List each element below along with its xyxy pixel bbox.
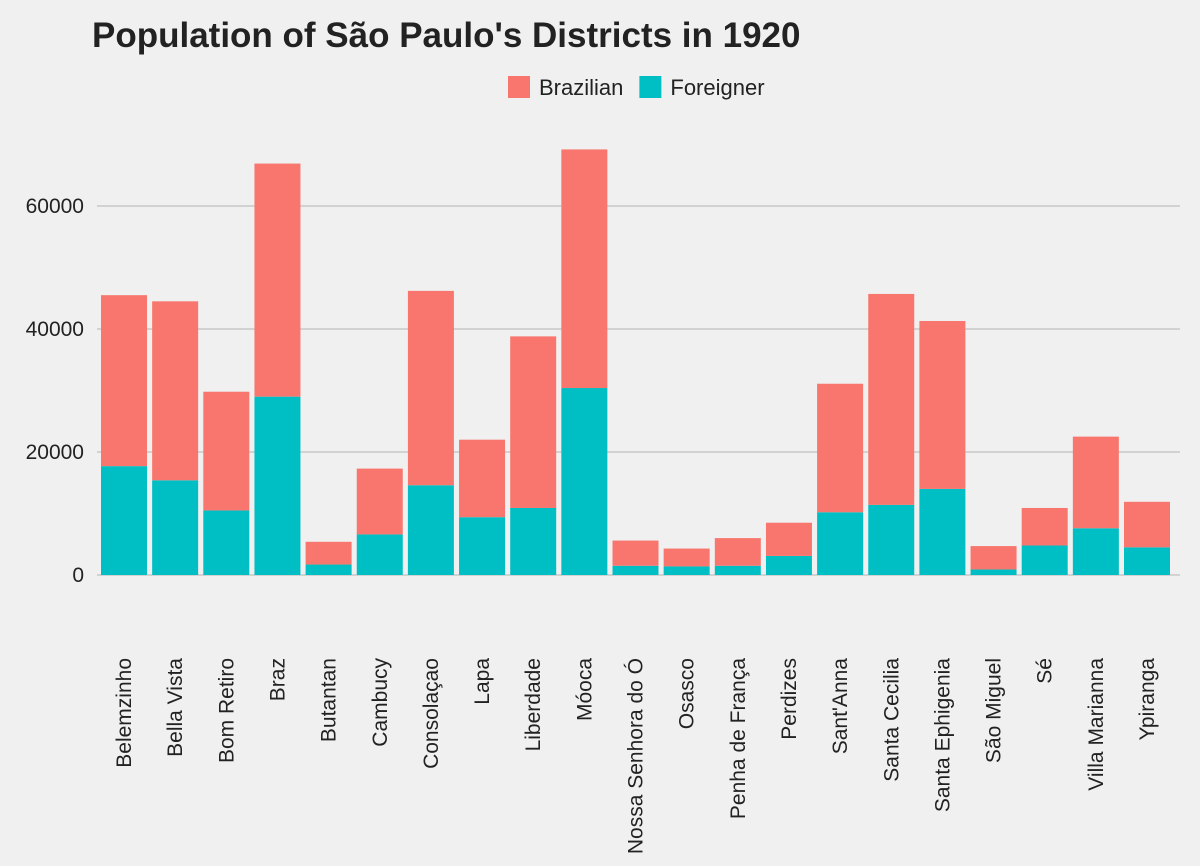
- bar-foreigner: [612, 565, 659, 575]
- x-category-label: Santa Ephigenia: [931, 658, 954, 812]
- bar-foreigner: [459, 517, 506, 575]
- legend-swatch-brazilian: [508, 76, 530, 98]
- bar-foreigner: [817, 512, 864, 575]
- y-tick-label: 20000: [26, 441, 84, 464]
- bar-foreigner: [663, 566, 710, 575]
- bar-brazilian: [1124, 501, 1170, 548]
- bar-brazilian: [101, 295, 147, 467]
- bar-brazilian: [1021, 507, 1068, 546]
- bar-foreigner: [714, 565, 761, 575]
- bar-brazilian: [765, 522, 812, 556]
- bar-brazilian: [510, 336, 557, 508]
- bar-brazilian: [356, 468, 403, 535]
- y-tick-label: 40000: [26, 318, 84, 341]
- legend-label-foreigner: Foreigner: [670, 75, 764, 100]
- bar-foreigner: [152, 480, 199, 575]
- y-tick-label: 0: [72, 564, 84, 587]
- bar-foreigner: [1124, 547, 1170, 575]
- x-category-label: Osasco: [676, 658, 699, 729]
- bar-brazilian: [714, 538, 761, 566]
- x-category-label: Ypiranga: [1136, 658, 1159, 741]
- x-category-label: São Miguel: [983, 658, 1006, 763]
- bar-foreigner: [1072, 528, 1119, 575]
- x-category-label: Santa Cecilia: [880, 658, 903, 782]
- legend: Brazilian Foreigner: [508, 75, 765, 100]
- x-category-label: Belemzinho: [113, 658, 136, 768]
- x-category-label: Cambucy: [369, 658, 392, 747]
- bars: [101, 149, 1170, 575]
- x-category-label: Bella Vista: [164, 658, 187, 757]
- x-category-label: Liberdade: [522, 658, 545, 751]
- x-category-label: Nossa Senhora do Ó: [625, 658, 648, 854]
- x-category-label: Butantan: [318, 658, 341, 742]
- x-category-label: Móoca: [573, 658, 596, 721]
- x-axis-labels: Belemzinho Bella Vista Bom Retiro Braz Butan…: [113, 658, 1159, 855]
- bar-brazilian: [919, 321, 966, 489]
- x-category-label: Braz: [266, 658, 289, 701]
- bar-foreigner: [407, 485, 454, 575]
- y-tick-label: 60000: [26, 195, 84, 218]
- bar-foreigner: [561, 388, 608, 575]
- x-category-label: Villa Marianna: [1085, 658, 1108, 791]
- bar-brazilian: [970, 546, 1017, 570]
- x-category-label: Sant'Anna: [829, 658, 852, 755]
- bar-brazilian: [663, 548, 710, 567]
- x-category-label: Perdizes: [778, 658, 801, 740]
- chart-title: Population of São Paulo's Districts in 1…: [92, 16, 800, 55]
- bar-foreigner: [510, 507, 557, 575]
- bar-brazilian: [305, 541, 352, 565]
- x-category-label: Consolaçao: [420, 658, 443, 769]
- y-axis-ticks: 0 20000 40000 60000: [26, 195, 84, 587]
- bar-brazilian: [612, 540, 659, 566]
- bar-brazilian: [561, 149, 608, 389]
- bar-brazilian: [868, 293, 915, 505]
- x-category-label: Lapa: [471, 658, 494, 705]
- bar-brazilian: [407, 290, 454, 486]
- bar-foreigner: [765, 555, 812, 575]
- bar-brazilian: [459, 439, 506, 518]
- x-category-label: Sé: [1034, 658, 1057, 684]
- bar-brazilian: [203, 391, 250, 511]
- legend-label-brazilian: Brazilian: [539, 75, 623, 100]
- bar-brazilian: [817, 383, 864, 513]
- x-category-label: Penha de França: [727, 658, 750, 819]
- bar-brazilian: [1072, 436, 1119, 529]
- legend-swatch-foreigner: [639, 76, 662, 98]
- bar-foreigner: [1021, 545, 1068, 575]
- bar-foreigner: [203, 510, 250, 575]
- bar-foreigner: [356, 534, 403, 575]
- bar-foreigner: [868, 504, 915, 575]
- bar-foreigner: [101, 466, 147, 575]
- bar-foreigner: [970, 569, 1017, 575]
- bar-brazilian: [152, 301, 199, 481]
- bar-foreigner: [919, 488, 966, 575]
- bar-foreigner: [254, 396, 301, 575]
- x-category-label: Bom Retiro: [215, 658, 238, 763]
- bar-brazilian: [254, 163, 301, 397]
- bar-foreigner: [305, 564, 352, 575]
